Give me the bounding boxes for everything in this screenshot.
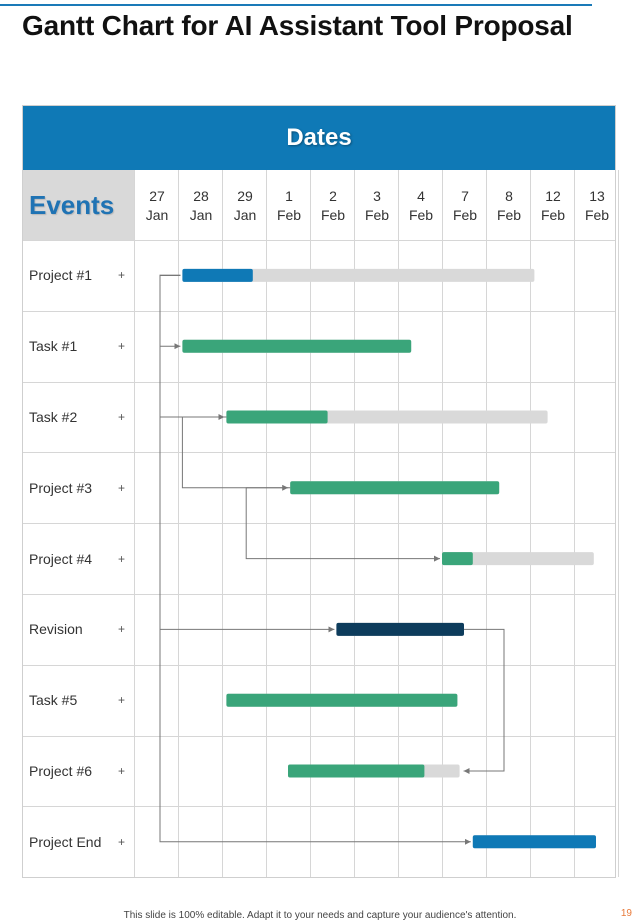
event-label: Revision [29, 621, 83, 638]
gantt-bar[interactable] [182, 268, 253, 282]
grid-hline [23, 240, 615, 241]
date-month: Feb [276, 207, 302, 223]
date-month: Feb [540, 207, 566, 223]
grid-hline [23, 310, 615, 312]
date-header-cell: 29 Jan [223, 170, 267, 241]
dates-header: Dates [23, 106, 615, 170]
date-day: 7 [461, 188, 469, 204]
dependency-connector [159, 274, 181, 350]
events-header: Events [23, 170, 135, 241]
dependency-connector [159, 274, 471, 845]
date-day: 3 [373, 188, 381, 204]
grid-hline [23, 523, 615, 525]
date-header-cell: 27 Jan [135, 170, 179, 241]
date-month: Feb [408, 207, 434, 223]
date-header-cell: 2 Feb [311, 170, 355, 241]
gantt-bar[interactable] [442, 552, 473, 566]
dependency-connector [159, 274, 335, 633]
event-label: Project End [29, 833, 102, 850]
dependency-connector [245, 487, 440, 562]
grid-hline [23, 664, 615, 666]
event-label: Task #2 [29, 409, 78, 425]
date-day: 4 [417, 188, 425, 204]
date-month: Jan [145, 207, 169, 223]
date-header-cell: 4 Feb [399, 170, 443, 241]
page-title: Gantt Chart for AI Assistant Tool Propos… [22, 10, 573, 41]
dependency-connector [463, 628, 505, 774]
date-day: 2 [329, 188, 337, 204]
gantt-bar[interactable] [472, 835, 596, 849]
date-day: 8 [505, 188, 513, 204]
event-label: Project #3 [29, 479, 93, 496]
date-day: 29 [237, 188, 253, 204]
expand-plus-icon[interactable]: + [118, 268, 126, 283]
dependency-connector [181, 416, 289, 491]
event-label: Project #4 [29, 550, 93, 567]
date-day: 1 [285, 188, 293, 204]
date-month: Jan [189, 207, 213, 223]
grid-vline [618, 170, 619, 877]
date-month: Feb [320, 207, 346, 223]
event-label: Project #6 [29, 763, 93, 779]
gantt-bar[interactable] [182, 339, 412, 353]
date-day: 13 [589, 188, 605, 204]
expand-plus-icon[interactable]: + [118, 693, 126, 708]
date-header-cell: 28 Jan [179, 170, 223, 241]
gantt-table: Dates Events 27 Jan 28 Jan 29 Jan 1 Feb 2 Feb 3 Feb… [22, 105, 619, 878]
gantt-bar[interactable] [288, 764, 425, 778]
date-month: Feb [452, 207, 478, 223]
date-header-cell: 8 Feb [487, 170, 531, 241]
grid-hline [23, 452, 615, 454]
gantt-bar[interactable] [226, 410, 328, 424]
gantt-track [442, 552, 594, 566]
date-month: Feb [584, 207, 610, 223]
event-label: Task #5 [29, 692, 78, 709]
date-header-cell: 3 Feb [355, 170, 399, 241]
expand-plus-icon[interactable]: + [118, 480, 126, 495]
top-accent-line [0, 4, 592, 6]
event-label: Project #1 [29, 267, 93, 284]
expand-plus-icon[interactable]: + [118, 764, 126, 778]
grid-hline [23, 381, 615, 383]
gantt-bar[interactable] [226, 693, 458, 707]
date-header-cell: 12 Feb [531, 170, 575, 241]
grid-hline [23, 735, 615, 737]
gantt-bar[interactable] [290, 481, 500, 495]
expand-plus-icon[interactable]: + [118, 339, 126, 354]
date-header-cell: 7 Feb [443, 170, 487, 241]
date-day: 28 [193, 188, 209, 204]
grid-hline [23, 594, 615, 595]
gantt-bar[interactable] [336, 622, 464, 636]
date-month: Feb [364, 207, 390, 223]
footer-note: This slide is 100% editable. Adapt it to… [123, 910, 517, 921]
page-number: 19 [620, 908, 632, 919]
date-month: Feb [496, 207, 522, 223]
expand-plus-icon[interactable]: + [118, 551, 126, 566]
expand-plus-icon[interactable]: + [118, 834, 126, 849]
expand-plus-icon[interactable]: + [118, 410, 126, 424]
date-day: 12 [545, 188, 561, 204]
expand-plus-icon[interactable]: + [118, 622, 126, 637]
date-header-cell: 1 Feb [267, 170, 311, 241]
date-month: Jan [233, 207, 257, 223]
date-header-cell: 13 Feb [575, 170, 619, 241]
gantt-track [182, 268, 535, 282]
date-day: 27 [149, 188, 165, 204]
event-label: Task #1 [29, 338, 78, 355]
grid-hline [23, 806, 615, 808]
